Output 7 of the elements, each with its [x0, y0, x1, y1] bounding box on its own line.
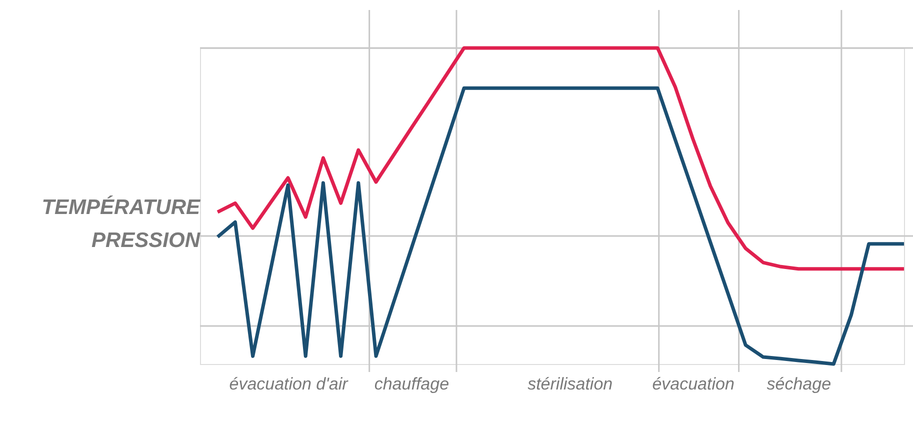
series-label: PRESSION [91, 228, 201, 252]
x-tick-label: séchage [766, 374, 832, 394]
x-tick-label: évacuation [652, 374, 734, 394]
x-tick-label: stérilisation [528, 374, 613, 394]
series-label: TEMPÉRATURE [42, 195, 201, 220]
x-tick-label: évacuation d'air [229, 374, 350, 394]
x-tick-label: chauffage [374, 374, 450, 394]
